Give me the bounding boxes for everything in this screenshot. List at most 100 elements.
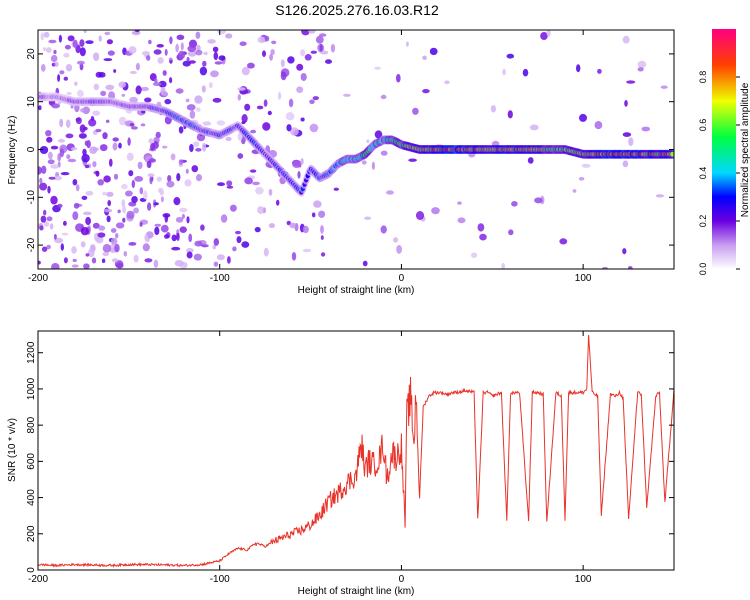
spectrogram-noise-blob [72, 258, 77, 263]
spectrogram-noise-blob [167, 175, 172, 182]
spectrogram-noise-blob [178, 159, 184, 166]
spectrogram-noise-blob [170, 153, 176, 161]
snr-y-label: SNR (10 * v/v) [7, 418, 18, 482]
spectrogram-noise-blob [93, 83, 100, 91]
spectrogram-noise-blob [263, 247, 269, 257]
spectrogram-noise-blob [53, 233, 57, 240]
spectrogram-noise-blob [628, 266, 633, 269]
spectrogram-noise-blob [63, 257, 68, 264]
spectrogram-noise-blob [179, 226, 187, 233]
y-tick-label: -20 [26, 237, 37, 252]
spectrogram-noise-blob [153, 259, 159, 268]
spectrogram-noise-blob [98, 225, 106, 231]
spectrogram-noise-blob [186, 57, 190, 62]
spectrogram-noise-blob [131, 196, 138, 203]
spectrogram-noise-blob [268, 223, 275, 229]
spectrogram-noise-blob [226, 180, 233, 187]
spectrogram-noise-blob [144, 97, 152, 103]
spectrogram-noise-blob [70, 147, 78, 151]
spectrogram-noise-blob [82, 148, 87, 156]
spectrogram-noise-blob [118, 142, 122, 149]
spectrogram-noise-blob [195, 49, 203, 56]
spectrogram-noise-blob [239, 41, 247, 46]
spectrogram-noise-blob [225, 136, 232, 142]
spectrogram-noise-blob [173, 197, 181, 206]
spectrogram-noise-blob [50, 164, 59, 169]
spectrogram-noise-blob [297, 171, 301, 179]
spectrogram-noise-blob [133, 207, 140, 214]
spectrogram-noise-blob [257, 206, 264, 215]
x-tick-label: 0 [399, 574, 405, 585]
spectrogram-noise-blob [301, 30, 310, 36]
spectrogram-noise-blob [117, 209, 121, 214]
spectrogram-noise-blob [64, 44, 71, 50]
spectrogram-noise-blob [471, 252, 478, 258]
spectrogram-noise-blob [546, 30, 551, 37]
spectrogram-noise-blob [655, 194, 665, 198]
spectrogram-noise-blob [641, 126, 651, 132]
spectrogram-noise-blob [85, 216, 91, 226]
spectrogram-noise-blob [46, 244, 51, 250]
spectrogram-noise-blob [237, 87, 246, 91]
spectrogram-noise-blob [308, 30, 316, 34]
spectrogram-noise-blob [73, 202, 80, 209]
spectrogram-noise-blob [578, 177, 585, 181]
spectrogram-noise-blob [115, 233, 119, 239]
spectrogram-noise-blob [53, 175, 62, 181]
spectrogram-noise-blob [186, 216, 190, 224]
spectrogram-noise-blob [175, 88, 184, 94]
spectrogram-noise-blob [153, 202, 159, 206]
spectrogram-noise-blob [444, 80, 450, 85]
spectrogram-noise-blob [128, 170, 134, 177]
spectrogram-noise-blob [153, 49, 162, 55]
spectrogram-noise-blob [178, 126, 184, 134]
spectrogram-noise-blob [309, 99, 315, 105]
y-tick-label: 800 [26, 416, 37, 433]
spectrogram-noise-blob [288, 98, 294, 108]
spectrogram-noise-blob [45, 47, 52, 53]
spectrogram-noise-blob [92, 161, 97, 168]
spectrogram-noise-blob [188, 233, 193, 243]
spectrogram-noise-blob [477, 223, 485, 232]
spectrogram-noise-blob [122, 217, 126, 223]
spectrogram-noise-blob [262, 122, 271, 131]
spectrogram-noise-blob [148, 138, 154, 144]
spectrogram-noise-blob [164, 49, 168, 56]
spectrogram-noise-blob [200, 224, 205, 231]
spectrogram-noise-blob [40, 32, 45, 41]
x-tick-label: 0 [399, 273, 405, 284]
spectrogram-noise-blob [139, 187, 144, 195]
spectrogram-noise-blob [408, 158, 417, 162]
y-tick-label: 600 [26, 453, 37, 470]
colorbar-label: Normalized spectral amplitude [740, 82, 750, 217]
spectrogram-noise-blob [59, 70, 65, 75]
spectrogram-noise-blob [193, 253, 202, 261]
spectrogram-noise-blob [162, 145, 168, 149]
y-tick-label: 1000 [26, 377, 37, 400]
spectrogram-noise-blob [213, 238, 219, 246]
spectrogram-noise-blob [84, 164, 90, 169]
spectrogram-noise-blob [302, 225, 309, 234]
spectrogram-noise-blob [97, 179, 104, 186]
spectrogram-noise-blob [50, 195, 58, 205]
spectrogram-noise-blob [147, 173, 155, 178]
spectrogram-noise-blob [216, 120, 226, 126]
spectrogram-noise-blob [176, 34, 185, 40]
spectrogram-noise-blob [156, 44, 164, 48]
spectrogram-noise-blob [220, 214, 228, 223]
spectrogram-noise-blob [194, 95, 203, 104]
spectrogram-noise-blob [92, 110, 100, 116]
spectrogram-noise-blob [59, 118, 64, 128]
spectrogram-noise-blob [46, 216, 53, 222]
spectrogram-noise-blob [43, 209, 47, 216]
spectrogram-noise-blob [217, 182, 225, 187]
spectrogram-noise-blob [507, 110, 513, 119]
y-tick-label: 400 [26, 489, 37, 506]
spectrogram-noise-blob [72, 39, 78, 48]
spectrogram-noise-blob [65, 63, 73, 72]
spectrogram-noise-blob [133, 254, 139, 263]
spectrogram-noise-blob [38, 260, 41, 265]
spectrogram-noise-blob [534, 197, 543, 204]
spectrogram-noise-blob [57, 74, 61, 82]
